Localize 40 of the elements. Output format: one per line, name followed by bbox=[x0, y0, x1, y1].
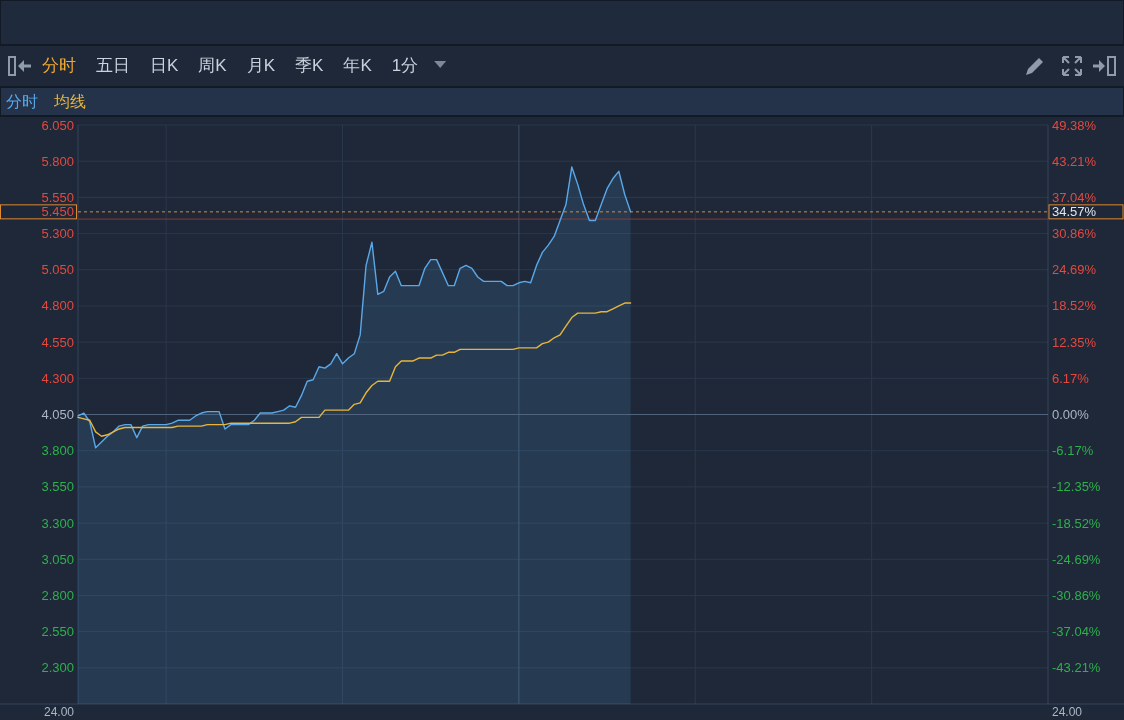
y-tick-label: 2.550 bbox=[41, 624, 74, 640]
y-tick-label: 4.800 bbox=[41, 298, 74, 314]
y2-tick-label: 18.52% bbox=[1052, 298, 1097, 314]
y-tick-label: 4.050 bbox=[41, 407, 74, 422]
text: 24.00 bbox=[1052, 705, 1083, 719]
y2-tick-label: 49.38% bbox=[1052, 117, 1097, 133]
y-tick-label: 3.300 bbox=[41, 515, 74, 531]
y2-tick-label: 30.86% bbox=[1052, 226, 1097, 242]
y-tick-label: 3.050 bbox=[41, 551, 74, 567]
legend: 分时 均线 bbox=[6, 92, 86, 110]
text: 24.00 bbox=[43, 705, 75, 719]
ref-line-label: 5.450 bbox=[41, 204, 74, 220]
y-tick-label: 5.300 bbox=[41, 226, 74, 242]
y2-tick-label: -24.69% bbox=[1052, 551, 1101, 567]
y-tick-label: 5.050 bbox=[41, 262, 74, 278]
y2-tick-label: -37.04% bbox=[1052, 624, 1101, 640]
y2-tick-label: -43.21% bbox=[1052, 660, 1101, 676]
y2-tick-label: -18.52% bbox=[1052, 515, 1101, 531]
y2-tick-label: 24.69% bbox=[1052, 262, 1097, 278]
y-tick-label: 3.550 bbox=[41, 479, 74, 495]
y2-tick-label: 12.35% bbox=[1052, 334, 1097, 350]
y-tick-label: 5.800 bbox=[41, 153, 74, 169]
y-tick-label: 5.550 bbox=[41, 189, 74, 205]
y2-tick-label: 0.00% bbox=[1052, 407, 1090, 422]
y-tick-label: 4.550 bbox=[41, 334, 74, 350]
y2-tick-label: -30.86% bbox=[1052, 587, 1101, 603]
y2-tick-label: 37.04% bbox=[1052, 189, 1097, 205]
y-tick-label: 2.800 bbox=[41, 587, 74, 603]
y-tick-label: 6.050 bbox=[41, 117, 74, 133]
y2-tick-label: -12.35% bbox=[1052, 479, 1101, 495]
y-tick-label: 2.300 bbox=[41, 660, 74, 676]
y2-tick-label: 43.21% bbox=[1052, 153, 1097, 169]
y-tick-label: 3.800 bbox=[41, 443, 74, 459]
ref-label: 5.450 bbox=[0, 204, 77, 220]
y2-tick-label: 6.17% bbox=[1052, 370, 1090, 386]
toolbar: 分时 五日 日K 周K 月K 季K 年K 1分 bbox=[42, 55, 419, 75]
price-tag: 34.57% bbox=[1048, 204, 1124, 220]
y-tick-label: 4.300 bbox=[41, 370, 74, 386]
y2-tick-label: -6.17% bbox=[1052, 443, 1094, 459]
line-series bbox=[77, 302, 632, 437]
